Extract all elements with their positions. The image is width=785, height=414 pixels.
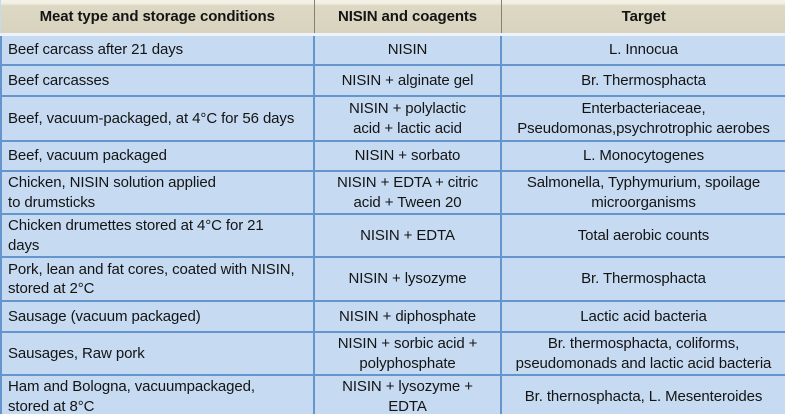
table-row: Pork, lean and fat cores, coated with NI… [0,256,785,302]
target-cell: Br. Thermosphacta [500,256,785,302]
meat-type-cell: Beef carcasses [0,64,315,97]
target-cell: Salmonella, Typhymurium, spoilage microo… [500,170,785,215]
target-cell: L. Monocytogenes [500,140,785,172]
coagents-cell: NISIN + lysozyme [313,256,502,302]
meat-type-cell: Ham and Bologna, vacuumpackaged, stored … [0,374,315,414]
meat-type-cell: Sausage (vacuum packaged) [0,300,315,333]
table-row: Beef carcasses NISIN + alginate gel Br. … [0,64,785,97]
meat-type-cell: Beef, vacuum-packaged, at 4°C for 56 day… [0,95,315,142]
table-row: Beef carcass after 21 days NISIN L. Inno… [0,33,785,66]
coagents-cell: NISIN + sorbic acid + polyphosphate [313,331,502,376]
header-meat-type: Meat type and storage conditions [1,0,314,36]
coagents-cell: NISIN + EDTA + citric acid + Tween 20 [313,170,502,215]
table-row: Chicken, NISIN solution applied to drums… [0,170,785,215]
coagents-cell: NISIN [313,33,502,66]
coagents-cell: NISIN + alginate gel [313,64,502,97]
target-cell: Enterbacteriaceae, Pseudomonas,psychrotr… [500,95,785,142]
target-cell: Br. Thermosphacta [500,64,785,97]
coagents-cell: NISIN + diphosphate [313,300,502,333]
coagents-cell: NISIN + EDTA [313,213,502,258]
target-cell: Br. thernosphacta, L. Mesenteroides [500,374,785,414]
target-cell: Br. thermosphacta, coliforms, pseudomona… [500,331,785,376]
meat-type-cell: Chicken, NISIN solution applied to drums… [0,170,315,215]
table-row: Chicken drumettes stored at 4°C for 21 d… [0,213,785,258]
coagents-cell: NISIN + lysozyme + EDTA [313,374,502,414]
header-row: Meat type and storage conditions NISIN a… [1,0,785,36]
meat-type-cell: Sausages, Raw pork [0,331,315,376]
target-cell: L. Innocua [500,33,785,66]
meat-type-cell: Chicken drumettes stored at 4°C for 21 d… [0,213,315,258]
meat-type-cell: Beef, vacuum packaged [0,140,315,172]
meat-type-cell: Beef carcass after 21 days [0,33,315,66]
table-row: Sausages, Raw pork NISIN + sorbic acid +… [0,331,785,376]
target-cell: Total aerobic counts [500,213,785,258]
table-row: Ham and Bologna, vacuumpackaged, stored … [0,374,785,414]
coagents-cell: NISIN + sorbato [313,140,502,172]
header-coagents: NISIN and coagents [313,0,501,36]
table-row: Beef, vacuum-packaged, at 4°C for 56 day… [0,95,785,142]
meat-type-cell: Pork, lean and fat cores, coated with NI… [0,256,315,302]
table-row: Beef, vacuum packaged NISIN + sorbato L.… [0,140,785,172]
target-cell: Lactic acid bacteria [500,300,785,333]
header-target: Target [500,0,785,36]
table-row: Sausage (vacuum packaged) NISIN + diphos… [0,300,785,333]
coagents-cell: NISIN + polylactic acid + lactic acid [313,95,502,142]
